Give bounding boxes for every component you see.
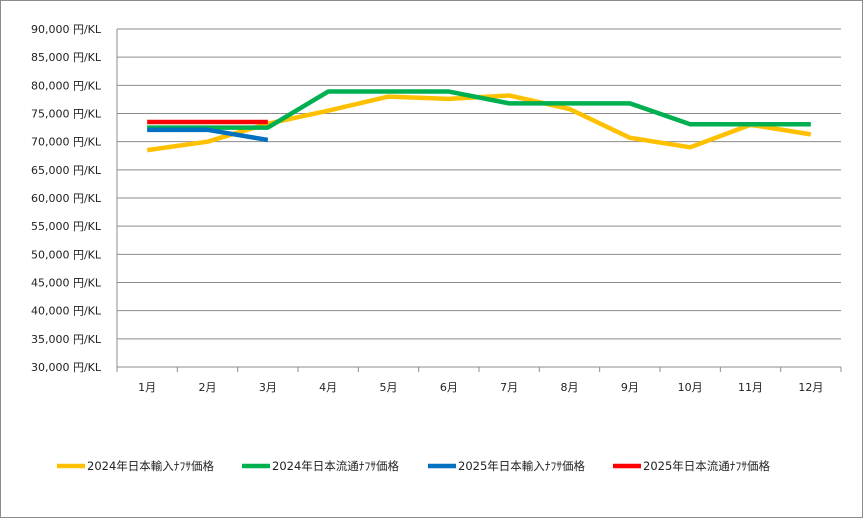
series-line-2 [147,89,811,130]
x-tick-label: 2月 [199,381,217,394]
x-tick-label: 3月 [259,381,277,394]
y-tick-label: 65,000 円/KL [31,164,102,177]
x-tick-label: 11月 [738,381,763,394]
gridlines [117,28,841,340]
legend: 2024年日本輸入ﾅﾌｻ価格 2024年日本流通ﾅﾌｻ価格 2025年日本輸入ﾅﾌｻ… [57,459,771,473]
y-tick-label: 55,000 円/KL [31,220,102,233]
y-tick-label: 90,000 円/KL [31,23,102,36]
legend-label: 2025年日本流通ﾅﾌｻ価格 [643,459,771,473]
x-tick-label: 6月 [440,381,458,394]
legend-label: 2025年日本輸入ﾅﾌｻ価格 [458,459,586,473]
series-lines [146,89,812,153]
y-tick-label: 75,000 円/KL [31,108,102,121]
y-tick-label: 30,000 円/KL [31,361,102,374]
x-tick-label: 8月 [561,381,579,394]
y-tick-label: 40,000 円/KL [31,305,102,318]
x-tick-label: 7月 [500,381,518,394]
x-tick-label: 4月 [319,381,337,394]
x-tick-label: 5月 [380,381,398,394]
legend-label: 2024年日本輸入ﾅﾌｻ価格 [87,459,215,473]
y-tick-label: 85,000 円/KL [31,51,102,64]
x-tick-label: 10月 [678,381,703,394]
x-tick-label: 1月 [138,381,156,394]
y-tick-label: 45,000 円/KL [31,277,102,290]
x-tick-label: 12月 [798,381,823,394]
y-tick-label: 60,000 円/KL [31,192,102,205]
x-tick-labels: 1月 2月 3月 4月 5月 6月 7月 8月 9月 10月 11月 12月 [138,381,823,394]
y-tick-label: 35,000 円/KL [31,333,102,346]
series-line-3 [147,127,269,143]
y-tick-label: 50,000 円/KL [31,248,102,261]
legend-label: 2024年日本流通ﾅﾌｻ価格 [272,459,400,473]
x-tick-label: 9月 [621,381,639,394]
y-tick-label: 70,000 円/KL [31,136,102,149]
y-tick-label: 80,000 円/KL [31,79,102,92]
axes [116,29,842,372]
y-tick-labels: 30,000 円/KL 35,000 円/KL 40,000 円/KL 45,000 … [31,23,102,374]
